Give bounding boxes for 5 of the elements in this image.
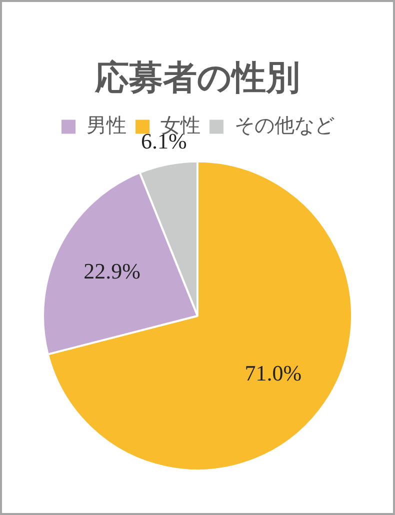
chart-title: 応募者の性別 [94, 59, 300, 98]
legend-label: 男性 [86, 115, 126, 138]
legend-label: その他など [234, 115, 334, 138]
data-label: 22.9% [84, 258, 140, 284]
data-label: 71.0% [244, 360, 302, 386]
